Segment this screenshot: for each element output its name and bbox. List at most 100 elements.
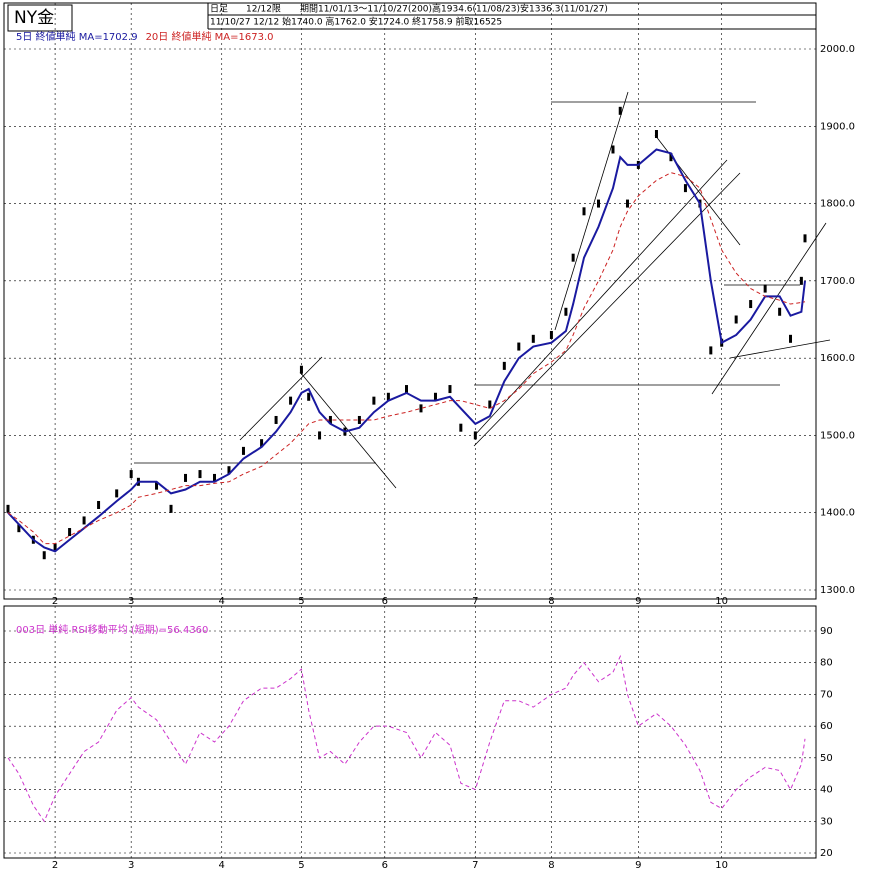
close-mark — [82, 516, 86, 525]
close-mark — [169, 504, 173, 513]
symbol-box — [7, 4, 73, 32]
x-tick-label: 6 — [382, 860, 388, 870]
price-panel — [3, 2, 817, 600]
ma-line — [7, 172, 806, 545]
y-tick-label: 80 — [820, 658, 833, 669]
period: 期間11/01/13～11/10/27(200)高1934.6(11/08/23… — [300, 3, 608, 15]
close-mark — [68, 528, 72, 537]
y-tick-label: 1900.0 — [820, 121, 855, 132]
close-mark — [405, 385, 408, 394]
y-tick-label: 40 — [820, 785, 833, 796]
close-mark — [42, 551, 46, 560]
y-tick-label: 1800.0 — [820, 199, 855, 210]
close-mark — [625, 199, 629, 208]
y-tick-label: 70 — [820, 689, 833, 700]
close-mark — [531, 334, 535, 343]
close-mark — [799, 276, 803, 285]
close-mark — [184, 473, 188, 482]
y-tick-label: 90 — [820, 626, 833, 637]
x-tick-label: 3 — [128, 860, 134, 870]
y-tick-label: 1400.0 — [820, 508, 855, 519]
close-mark — [97, 500, 101, 509]
close-mark — [763, 284, 767, 293]
y-tick-label: 1700.0 — [820, 276, 855, 287]
close-mark — [803, 234, 807, 243]
close-mark — [734, 315, 738, 324]
close-mark — [227, 466, 231, 475]
close-mark — [433, 392, 437, 401]
x-tick-label: 2 — [52, 596, 58, 607]
mode: 日足 — [210, 4, 228, 15]
trend-lines — [134, 91, 831, 489]
close-mark — [386, 392, 390, 401]
y-tick-label: 2000.0 — [820, 44, 855, 55]
quote: 11/10/27 12/12 始1740.0 高1762.0 安1724.0 終… — [210, 16, 502, 28]
legend-entry: 20日 終値単純 MA=1673.0 — [146, 30, 274, 43]
close-mark — [328, 415, 332, 424]
close-mark — [488, 400, 492, 409]
x-tick-label: 2 — [52, 860, 58, 870]
close-mark — [683, 184, 687, 193]
x-tick-label: 5 — [298, 596, 304, 607]
close-mark — [473, 431, 477, 440]
close-mark — [611, 145, 615, 154]
close-mark — [669, 153, 673, 162]
close-mark — [307, 392, 311, 401]
close-mark — [53, 543, 57, 552]
x-tick-label: 4 — [219, 860, 225, 870]
x-tick-label: 4 — [219, 596, 225, 607]
close-mark — [198, 470, 202, 479]
close-mark — [709, 346, 713, 355]
y-tick-label: 1600.0 — [820, 353, 855, 364]
symbol: NY金 — [14, 8, 54, 28]
close-mark — [241, 446, 245, 455]
y-tick-label: 1300.0 — [820, 585, 855, 596]
close-mark — [289, 396, 293, 405]
close-mark — [299, 365, 303, 374]
close-mark — [274, 415, 278, 424]
close-mark — [212, 473, 216, 482]
x-tick-label: 7 — [472, 860, 478, 870]
x-tick-label: 7 — [472, 596, 478, 607]
close-mark — [502, 361, 506, 370]
y-tick-label: 60 — [820, 721, 833, 732]
close-mark — [372, 396, 376, 405]
close-mark — [517, 342, 521, 351]
x-tick-label: 9 — [635, 860, 641, 870]
y-tick-label: 20 — [820, 848, 833, 859]
rsi-panel — [3, 605, 817, 859]
close-mark — [571, 253, 575, 262]
x-tick-label: 10 — [715, 860, 728, 870]
close-mark — [778, 307, 782, 316]
y-tick-label: 1500.0 — [820, 430, 855, 441]
close-mark — [448, 385, 452, 394]
close-mark — [582, 207, 586, 216]
close-mark — [129, 470, 133, 479]
close-mark — [618, 106, 622, 115]
x-tick-label: 5 — [298, 860, 304, 870]
close-mark — [597, 199, 601, 208]
x-tick-label: 3 — [128, 596, 134, 607]
x-tick-label: 9 — [635, 596, 641, 607]
x-tick-label: 6 — [382, 596, 388, 607]
close-mark — [419, 404, 423, 413]
close-mark — [564, 307, 568, 316]
close-mark — [749, 300, 753, 309]
y-tick-label: 30 — [820, 816, 833, 827]
y-tick-label: 50 — [820, 753, 833, 764]
close-mark — [260, 439, 264, 448]
legend-entry: 5日 終値単純 MA=1702.9 — [16, 30, 138, 43]
close-mark — [357, 415, 361, 424]
close-mark — [549, 330, 553, 339]
rsi-line — [7, 654, 806, 823]
close-mark — [654, 130, 658, 139]
close-mark — [459, 423, 463, 432]
close-mark — [789, 334, 793, 343]
x-tick-label: 8 — [548, 596, 554, 607]
close-mark — [318, 431, 322, 440]
ma-line — [7, 148, 806, 553]
contract: 12/12限 — [246, 4, 281, 15]
x-tick-label: 8 — [548, 860, 554, 870]
close-mark — [6, 504, 10, 513]
